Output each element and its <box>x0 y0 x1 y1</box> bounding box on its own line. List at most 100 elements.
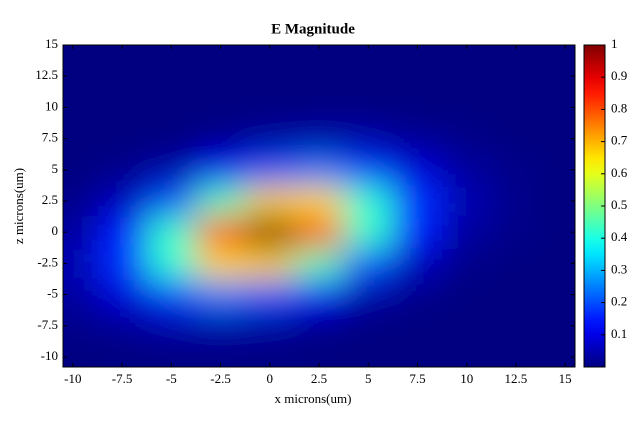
heatmap-cell <box>491 91 542 124</box>
heatmap-cell <box>343 341 394 367</box>
heatmap-cell <box>392 279 443 311</box>
y-tick-label: -2.5 <box>37 254 58 269</box>
heatmap-cell <box>245 154 295 186</box>
heatmap-cell <box>442 341 492 367</box>
heatmap-cell <box>97 310 148 342</box>
heatmap-cell <box>442 310 492 342</box>
heatmap-cell <box>97 279 148 311</box>
heatmap-cell <box>195 279 246 311</box>
heatmap-cell <box>392 45 443 62</box>
heatmap-cell <box>491 45 542 62</box>
colorbar-tick-label: 0.3 <box>611 261 627 276</box>
heatmap-cell <box>392 91 443 124</box>
heatmap-cell <box>343 185 394 218</box>
heatmap-cell <box>343 279 394 311</box>
heatmap-cell <box>540 123 575 155</box>
heatmap-cell <box>540 154 575 186</box>
heatmap-cell <box>146 185 197 218</box>
heatmap-cell <box>294 45 345 62</box>
heatmap-cell <box>97 216 148 249</box>
y-axis-label: z microns(um) <box>11 168 26 244</box>
heatmap-cell <box>146 45 197 62</box>
heatmap-cell <box>195 216 246 249</box>
heatmap-cell <box>245 341 295 367</box>
heatmap-cell <box>442 45 492 62</box>
heatmap-cell <box>491 154 542 186</box>
x-tick-label: 10 <box>460 371 473 386</box>
heatmap-cell <box>294 341 345 367</box>
y-tick-label: 15 <box>45 36 58 51</box>
heatmap-cell <box>491 123 542 155</box>
heatmap-cell <box>294 310 345 342</box>
heatmap-cell <box>245 60 295 93</box>
heatmap-cell <box>97 60 148 93</box>
heatmap-cell <box>343 154 394 186</box>
heatmap-cell <box>195 341 246 367</box>
y-tick-label: 5 <box>52 161 59 176</box>
heatmap-cell <box>146 123 197 155</box>
x-tick-label: 12.5 <box>505 371 528 386</box>
heatmap-cell <box>245 91 295 124</box>
heatmap-cell <box>63 123 98 155</box>
colorbar-tick-label: 0.7 <box>611 133 628 148</box>
x-axis-label: x microns(um) <box>275 391 352 406</box>
colorbar-tick-label: 0.1 <box>611 326 627 341</box>
heatmap-cells <box>63 45 575 367</box>
heatmap-cell <box>343 123 394 155</box>
heatmap-cell <box>442 154 492 186</box>
heatmap-cell <box>195 154 246 186</box>
heatmap-cell <box>97 154 148 186</box>
heatmap-cell <box>63 216 98 249</box>
y-tick-label: 2.5 <box>42 192 58 207</box>
heatmap-cell <box>63 341 98 367</box>
heatmap-cell <box>294 185 345 218</box>
heatmap-cell <box>245 279 295 311</box>
heatmap-cell <box>245 216 295 249</box>
heatmap-cell <box>442 185 492 218</box>
heatmap-cell <box>294 154 345 186</box>
heatmap-cell <box>392 123 443 155</box>
heatmap-cell <box>97 185 148 218</box>
x-tick-label: 5 <box>365 371 372 386</box>
heatmap-cell <box>491 60 542 93</box>
heatmap-cell <box>442 247 492 280</box>
heatmap-cell <box>195 247 246 280</box>
colorbar-tick-label: 0.6 <box>611 165 628 180</box>
heatmap-cell <box>540 310 575 342</box>
x-tick-label: -10 <box>64 371 81 386</box>
heatmap-cell <box>146 60 197 93</box>
heatmap-cell <box>195 45 246 62</box>
heatmap-cell <box>63 185 98 218</box>
heatmap <box>63 45 575 367</box>
heatmap-cell <box>343 247 394 280</box>
x-tick-label: -7.5 <box>112 371 133 386</box>
heatmap-cell <box>146 154 197 186</box>
x-tick-label: -2.5 <box>210 371 231 386</box>
chart-title: E Magnitude <box>271 21 355 37</box>
x-tick-label: 7.5 <box>409 371 425 386</box>
heatmap-cell <box>442 216 492 249</box>
heatmap-cell <box>294 123 345 155</box>
heatmap-cell <box>63 91 98 124</box>
heatmap-cell <box>97 341 148 367</box>
heatmap-cell <box>63 60 98 93</box>
heatmap-cell <box>442 123 492 155</box>
heatmap-cell <box>442 279 492 311</box>
heatmap-cell <box>343 45 394 62</box>
heatmap-cell <box>63 279 98 311</box>
heatmap-cell <box>491 216 542 249</box>
heatmap-cell <box>97 247 148 280</box>
heatmap-cell <box>294 91 345 124</box>
heatmap-cell <box>540 216 575 249</box>
y-tick-label: -7.5 <box>37 317 58 332</box>
heatmap-cell <box>392 154 443 186</box>
colorbar-tick-label: 0.8 <box>611 100 627 115</box>
heatmap-cell <box>97 123 148 155</box>
heatmap-cell <box>146 247 197 280</box>
heatmap-cell <box>392 310 443 342</box>
heatmap-cell <box>245 45 295 62</box>
heatmap-cell <box>146 279 197 311</box>
heatmap-cell <box>63 45 98 62</box>
heatmap-cell <box>146 341 197 367</box>
y-tick-label: 12.5 <box>35 67 58 82</box>
